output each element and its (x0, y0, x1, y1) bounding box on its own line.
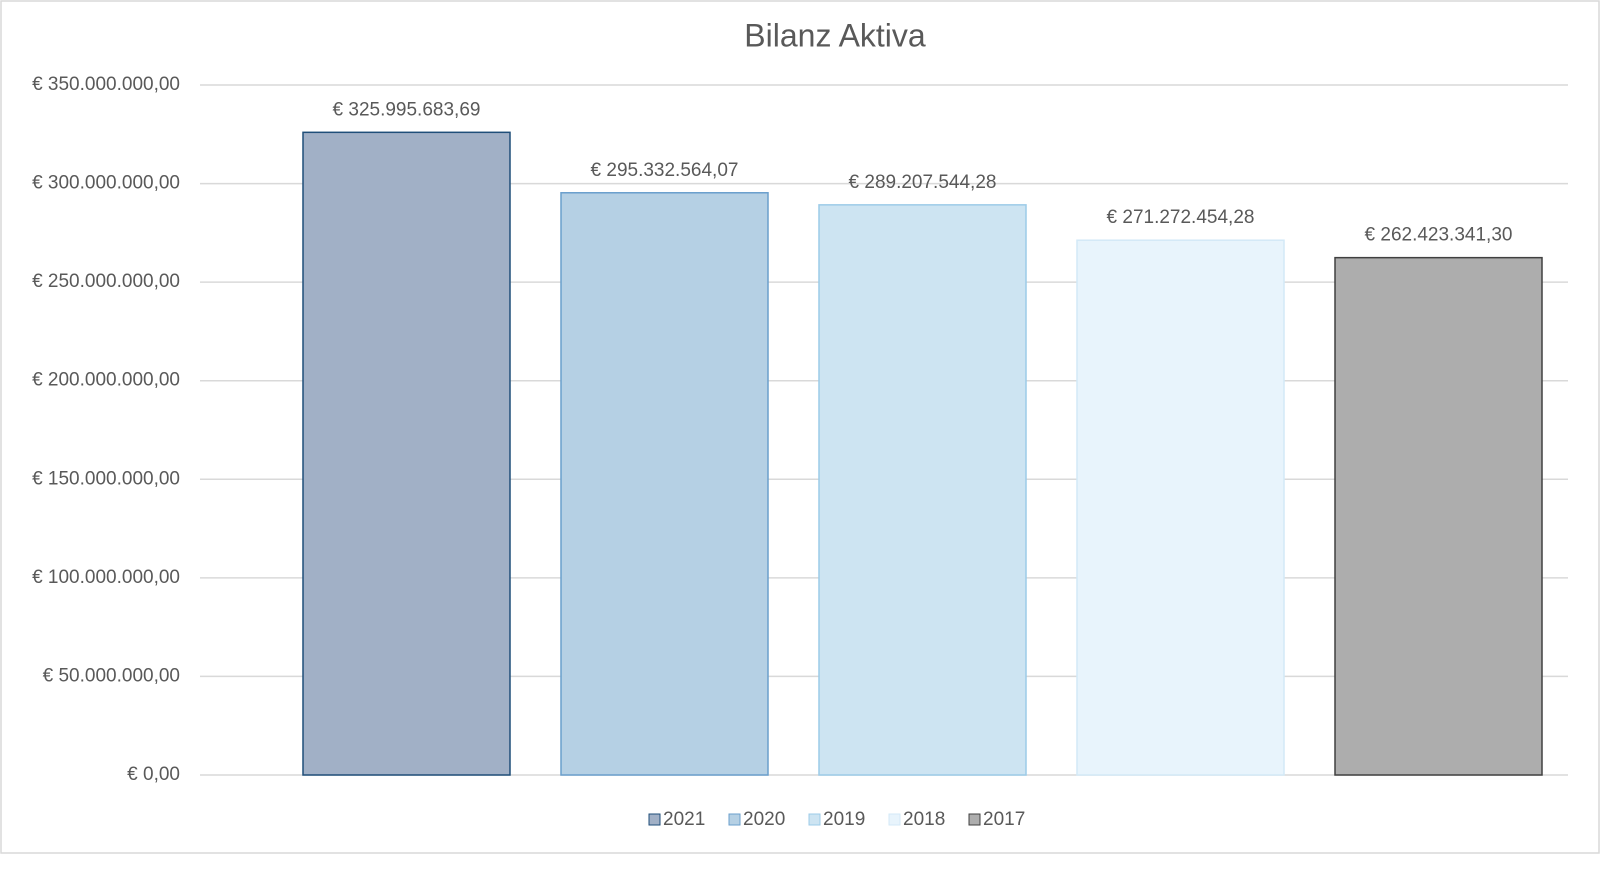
value-label: € 295.332.564,07 (591, 160, 739, 181)
bar (1334, 256, 1543, 776)
y-tick-label: € 50.000.000,00 (43, 665, 180, 686)
y-tick-label: € 300.000.000,00 (32, 173, 180, 194)
legend-swatch (968, 813, 981, 826)
legend-label: 2017 (983, 809, 1025, 830)
bar (818, 204, 1027, 776)
value-label: € 271.272.454,28 (1107, 207, 1255, 228)
y-tick-label: € 350.000.000,00 (32, 74, 180, 95)
bar (1076, 239, 1285, 776)
legend-swatch (648, 813, 661, 826)
chart-title: Bilanz Aktiva (744, 17, 926, 53)
y-tick-label: € 150.000.000,00 (32, 468, 180, 489)
legend-label: 2020 (743, 809, 785, 830)
legend-label: 2019 (823, 809, 865, 830)
y-tick-label: € 250.000.000,00 (32, 271, 180, 292)
legend-swatch (888, 813, 901, 826)
bar (560, 192, 769, 776)
y-tick-label: € 100.000.000,00 (32, 567, 180, 588)
value-label: € 325.995.683,69 (333, 99, 481, 120)
y-tick-label: € 0,00 (127, 764, 180, 785)
value-label: € 289.207.544,28 (849, 172, 997, 193)
legend-label: 2018 (903, 809, 945, 830)
legend-swatch (808, 813, 821, 826)
legend-swatch (728, 813, 741, 826)
value-label: € 262.423.341,30 (1365, 225, 1513, 246)
legend-label: 2021 (663, 809, 705, 830)
y-tick-label: € 200.000.000,00 (32, 370, 180, 391)
bar (302, 131, 511, 776)
